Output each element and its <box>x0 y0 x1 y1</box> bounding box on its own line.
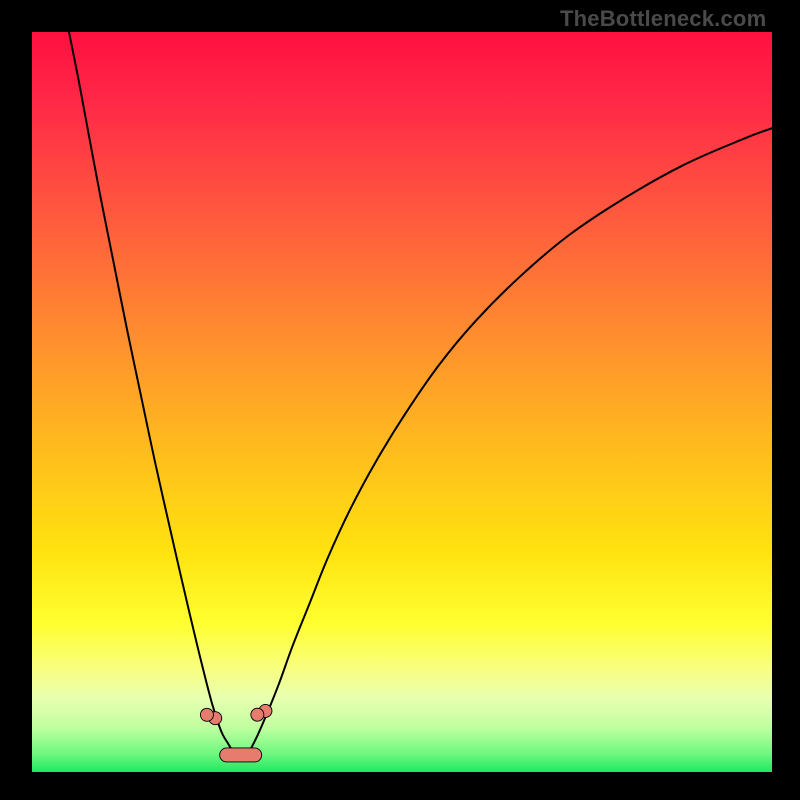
curve-layer <box>32 32 772 772</box>
left-double-marker <box>198 706 223 726</box>
curve-right-limb <box>250 128 772 750</box>
watermark-text: TheBottleneck.com <box>560 6 766 32</box>
curve-left-limb <box>69 32 232 750</box>
bottom-capsule-marker <box>220 748 262 762</box>
plot-area <box>32 32 772 772</box>
chart-frame: TheBottleneck.com <box>0 0 800 800</box>
